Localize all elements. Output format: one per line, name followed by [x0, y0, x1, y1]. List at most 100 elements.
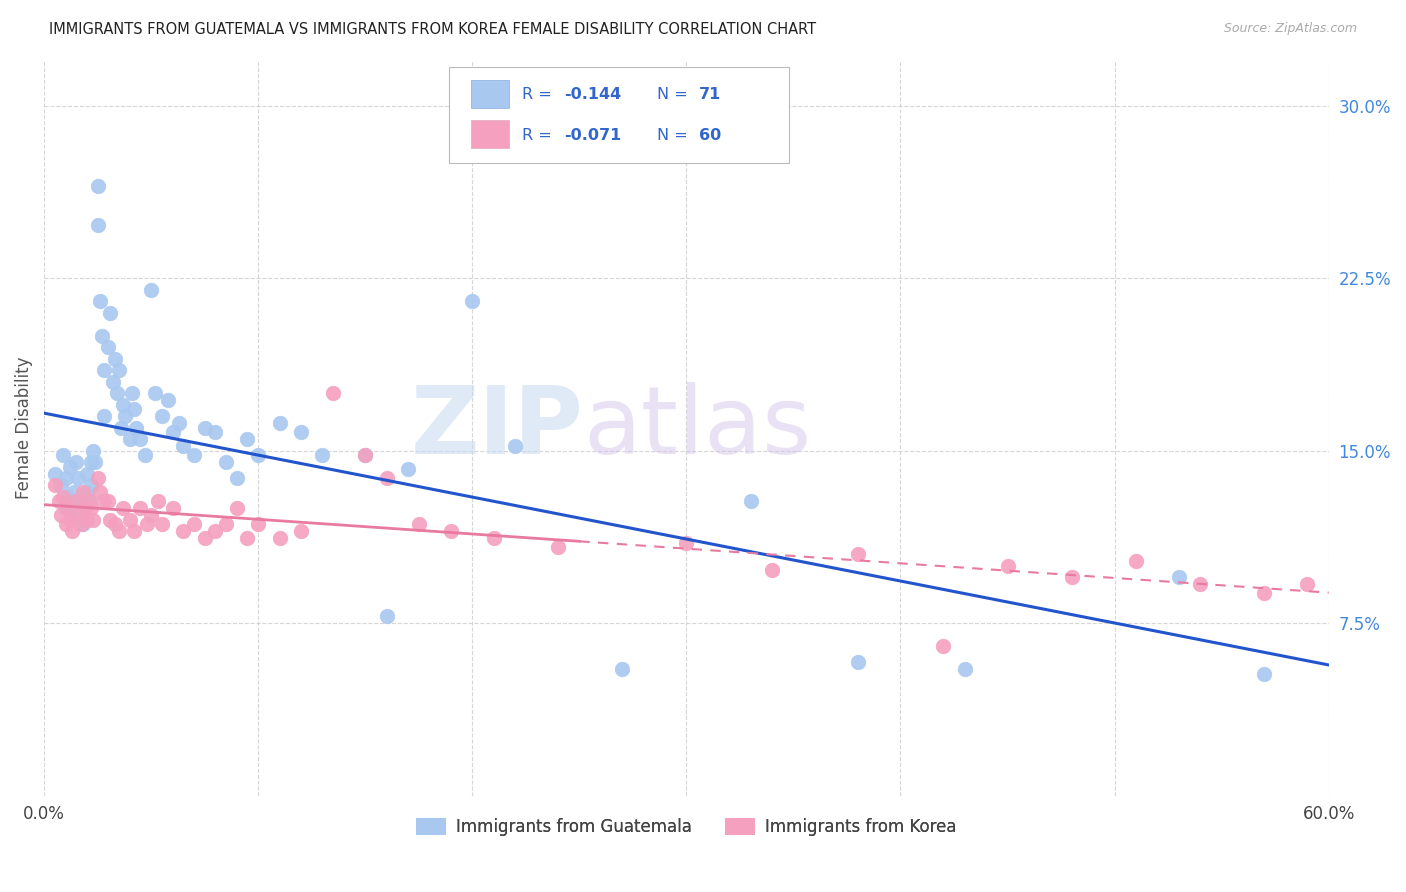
Point: [59, 459, 82, 474]
Point: [90, 328, 112, 343]
Point: [86, 179, 108, 194]
Point: [141, 508, 163, 522]
Point: [51, 478, 73, 492]
Point: [269, 531, 291, 545]
Point: [76, 467, 98, 481]
Point: [108, 524, 131, 539]
Point: [56, 490, 79, 504]
Point: [104, 517, 127, 532]
Point: [65, 494, 87, 508]
Point: [77, 494, 100, 508]
Point: [440, 524, 463, 539]
Point: [236, 531, 259, 545]
Point: [52, 490, 75, 504]
Point: [108, 363, 131, 377]
Point: [172, 524, 194, 539]
Point: [846, 656, 869, 670]
Point: [65, 455, 87, 469]
Point: [997, 558, 1019, 573]
Point: [121, 386, 143, 401]
Point: [76, 485, 98, 500]
Point: [953, 662, 976, 676]
Point: [129, 501, 152, 516]
Point: [86, 471, 108, 485]
Point: [122, 524, 145, 539]
Text: IMMIGRANTS FROM GUATEMALA VS IMMIGRANTS FROM KOREA FEMALE DISABILITY CORRELATION: IMMIGRANTS FROM GUATEMALA VS IMMIGRANTS …: [49, 22, 817, 37]
Point: [114, 409, 136, 424]
Point: [56, 501, 79, 516]
Point: [167, 416, 190, 430]
Point: [72, 490, 94, 504]
Point: [194, 531, 217, 545]
Y-axis label: Female Disability: Female Disability: [15, 357, 32, 499]
Point: [55, 517, 77, 532]
Point: [69, 517, 91, 532]
Point: [215, 517, 238, 532]
Point: [215, 455, 238, 469]
Point: [89, 485, 111, 500]
FancyBboxPatch shape: [471, 120, 509, 148]
Point: [1189, 577, 1212, 591]
Point: [408, 517, 430, 532]
Point: [97, 340, 120, 354]
Point: [290, 425, 312, 440]
Text: 60: 60: [699, 128, 721, 143]
Text: 71: 71: [699, 87, 721, 102]
FancyBboxPatch shape: [471, 79, 509, 108]
Point: [60, 524, 83, 539]
Point: [110, 420, 132, 434]
Point: [118, 513, 141, 527]
Point: [135, 517, 157, 532]
Point: [145, 386, 167, 401]
Point: [59, 513, 82, 527]
Point: [93, 363, 115, 377]
Point: [162, 425, 184, 440]
Point: [354, 448, 377, 462]
Point: [100, 513, 122, 527]
Point: [86, 219, 108, 233]
Point: [122, 402, 145, 417]
Point: [761, 563, 783, 577]
Point: [290, 524, 312, 539]
Point: [101, 375, 124, 389]
Point: [247, 448, 270, 462]
Point: [125, 420, 148, 434]
Point: [69, 501, 91, 516]
Point: [194, 420, 217, 434]
Point: [311, 448, 333, 462]
Point: [80, 501, 103, 516]
Point: [204, 425, 226, 440]
Point: [1125, 554, 1147, 568]
Point: [225, 471, 247, 485]
Point: [67, 508, 90, 522]
Point: [141, 283, 163, 297]
Point: [76, 513, 98, 527]
Point: [846, 547, 869, 561]
Text: atlas: atlas: [583, 382, 811, 474]
Point: [55, 471, 77, 485]
Point: [461, 294, 484, 309]
Text: R =: R =: [522, 87, 557, 102]
Point: [63, 485, 86, 500]
Point: [60, 494, 83, 508]
Point: [52, 448, 75, 462]
Point: [183, 517, 205, 532]
Point: [204, 524, 226, 539]
Text: R =: R =: [522, 128, 557, 143]
Point: [82, 443, 104, 458]
Text: N =: N =: [657, 128, 693, 143]
Point: [93, 409, 115, 424]
Point: [225, 501, 247, 516]
Point: [112, 398, 135, 412]
Text: -0.144: -0.144: [564, 87, 621, 102]
Legend: Immigrants from Guatemala, Immigrants from Korea: Immigrants from Guatemala, Immigrants fr…: [409, 811, 963, 843]
Point: [146, 494, 169, 508]
Point: [129, 432, 152, 446]
Point: [48, 494, 70, 508]
Point: [157, 393, 180, 408]
Text: ZIP: ZIP: [411, 382, 583, 474]
Point: [1060, 570, 1083, 584]
Point: [100, 306, 122, 320]
Point: [97, 494, 120, 508]
Point: [375, 471, 398, 485]
